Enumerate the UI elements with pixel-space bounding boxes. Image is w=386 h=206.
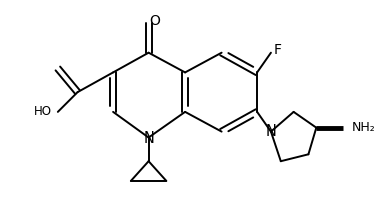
- Text: NH₂: NH₂: [352, 121, 376, 134]
- Text: N: N: [143, 131, 154, 146]
- Text: N: N: [266, 124, 276, 139]
- Text: F: F: [274, 43, 282, 57]
- Text: HO: HO: [34, 105, 52, 118]
- Text: O: O: [149, 14, 160, 28]
